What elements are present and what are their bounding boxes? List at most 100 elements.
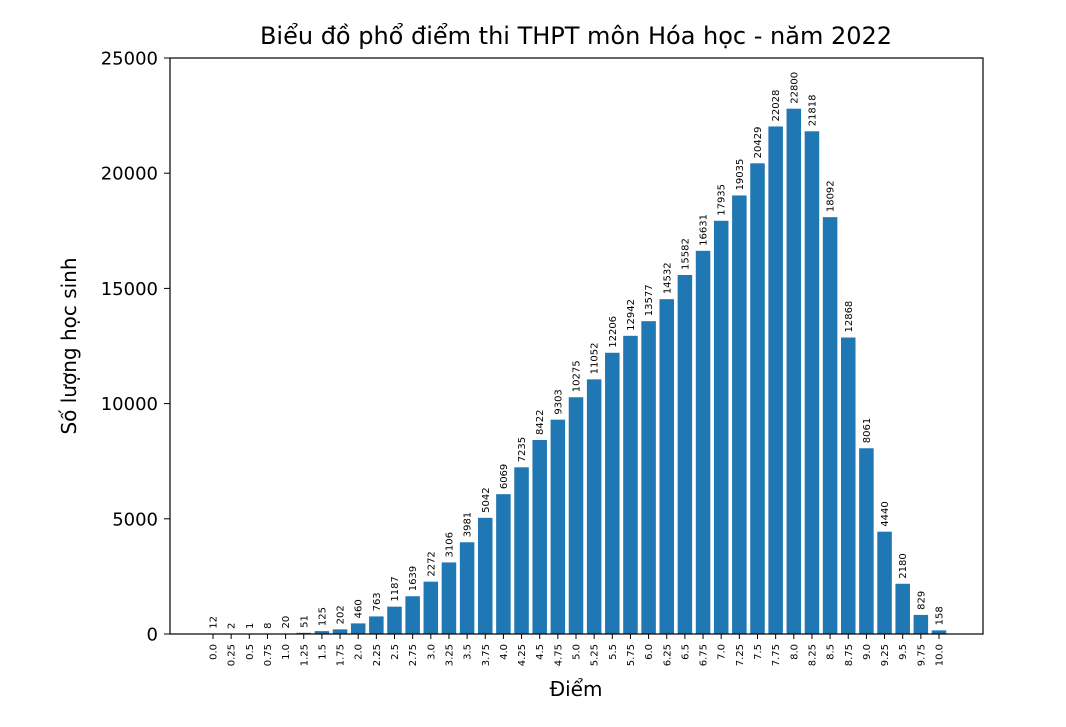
data-label-4.75: 9303 xyxy=(553,389,564,414)
bar-2.25 xyxy=(369,616,384,634)
bar-4.75 xyxy=(550,419,566,634)
data-label-7.25: 19035 xyxy=(735,159,746,191)
y-tick-label-0: 0 xyxy=(147,625,158,646)
data-label-8.25: 21818 xyxy=(807,94,818,126)
x-tick-label-9.75: 9.75 xyxy=(916,644,927,666)
bar-7.25 xyxy=(732,195,747,634)
data-label-1.75: 202 xyxy=(336,605,347,624)
bar-9.0 xyxy=(859,448,874,634)
data-label-9.5: 2180 xyxy=(898,553,909,578)
x-tick-label-1.0: 1.0 xyxy=(281,644,292,660)
bar-4.25 xyxy=(514,467,529,634)
data-label-2.25: 763 xyxy=(372,592,383,611)
y-tick-label-25000: 25000 xyxy=(101,49,158,70)
bar-6.25 xyxy=(659,299,675,634)
plot-frame xyxy=(169,57,984,635)
x-tick-label-2.25: 2.25 xyxy=(372,644,383,666)
x-tick-label-3.5: 3.5 xyxy=(463,644,474,660)
x-tick-label-8.0: 8.0 xyxy=(789,644,800,660)
data-label-2.5: 1187 xyxy=(390,576,401,601)
bar-8.5 xyxy=(822,217,838,634)
bar-2.5 xyxy=(387,606,402,634)
data-label-0.0: 12 xyxy=(209,616,220,629)
x-tick-label-6.75: 6.75 xyxy=(699,644,710,666)
bar-9.75 xyxy=(913,614,929,634)
data-label-3.5: 3981 xyxy=(463,512,474,537)
data-label-3.0: 2272 xyxy=(426,551,437,576)
data-label-6.25: 14532 xyxy=(662,262,673,294)
bar-7.5 xyxy=(750,163,765,634)
bar-6.0 xyxy=(641,321,656,634)
chart-title: Biểu đồ phổ điểm thi THPT môn Hóa học - … xyxy=(260,22,892,50)
x-ticks-group: 0.0 0.25 0.5 0.75 1.0 1.25 1.5 1.75 2.0 2.25 2.5 2.… xyxy=(209,634,946,666)
x-tick-label-3.25: 3.25 xyxy=(444,644,455,666)
data-label-6.5: 15582 xyxy=(680,238,691,270)
bar-5.25 xyxy=(586,379,602,634)
data-label-5.0: 10275 xyxy=(572,360,583,392)
y-tick-label-20000: 20000 xyxy=(101,164,158,185)
data-label-0.5: 1 xyxy=(245,623,256,629)
data-label-7.0: 17935 xyxy=(717,184,728,216)
bar-3.25 xyxy=(441,562,457,634)
data-label-6.0: 13577 xyxy=(644,284,655,316)
x-tick-label-1.25: 1.25 xyxy=(299,644,310,666)
x-tick-label-9.25: 9.25 xyxy=(880,644,891,666)
y-ticks-group: 0 5000 10000 15000 20000 25000 xyxy=(101,49,170,646)
x-tick-label-0.0: 0.0 xyxy=(209,644,220,660)
bar-2.75 xyxy=(405,596,420,634)
data-label-5.5: 12206 xyxy=(608,316,619,348)
x-tick-label-3.0: 3.0 xyxy=(426,644,437,660)
data-label-3.25: 3106 xyxy=(444,532,455,557)
bar-7.0 xyxy=(713,220,729,634)
x-tick-label-3.75: 3.75 xyxy=(481,644,492,666)
x-tick-label-2.0: 2.0 xyxy=(354,644,365,660)
y-axis-label: Số lượng học sinh xyxy=(57,257,81,434)
bar-10.0 xyxy=(931,630,947,634)
x-tick-label-9.5: 9.5 xyxy=(898,644,909,660)
data-label-4.0: 6069 xyxy=(499,464,510,489)
x-tick-label-7.0: 7.0 xyxy=(717,644,728,660)
bar-4.0 xyxy=(496,494,511,634)
bar-2.0 xyxy=(350,623,366,634)
x-tick-label-6.5: 6.5 xyxy=(680,644,691,660)
x-tick-label-4.5: 4.5 xyxy=(535,644,546,660)
data-label-5.25: 11052 xyxy=(590,343,601,375)
x-tick-label-5.75: 5.75 xyxy=(626,644,637,666)
bar-8.75 xyxy=(840,337,856,634)
x-tick-label-5.5: 5.5 xyxy=(608,644,619,660)
data-label-2.0: 460 xyxy=(354,599,365,618)
x-tick-label-8.25: 8.25 xyxy=(807,644,818,666)
data-label-2.75: 1639 xyxy=(408,566,419,591)
x-tick-label-0.25: 0.25 xyxy=(227,644,238,666)
x-tick-label-5.0: 5.0 xyxy=(572,644,583,660)
data-label-6.75: 16631 xyxy=(699,214,710,246)
data-label-8.75: 12868 xyxy=(844,301,855,333)
bar-1.75 xyxy=(332,629,348,634)
bar-7.75 xyxy=(768,126,783,634)
x-tick-label-4.25: 4.25 xyxy=(517,644,528,666)
x-tick-label-6.25: 6.25 xyxy=(662,644,673,666)
data-label-9.75: 829 xyxy=(916,591,927,610)
y-tick-label-10000: 10000 xyxy=(101,394,158,415)
bar-3.0 xyxy=(423,581,439,634)
data-label-8.0: 22800 xyxy=(789,72,800,104)
bar-3.5 xyxy=(459,542,475,634)
data-label-7.75: 22028 xyxy=(771,90,782,122)
bar-6.5 xyxy=(677,274,693,634)
data-label-5.75: 12942 xyxy=(626,299,637,331)
bar-5.75 xyxy=(623,335,638,634)
data-label-9.0: 8061 xyxy=(862,418,873,443)
data-label-0.25: 2 xyxy=(227,623,238,629)
data-label-1.25: 51 xyxy=(299,615,310,628)
x-tick-label-7.5: 7.5 xyxy=(753,644,764,660)
data-label-1.0: 20 xyxy=(281,616,292,629)
x-tick-label-2.75: 2.75 xyxy=(408,644,419,666)
x-tick-label-7.75: 7.75 xyxy=(771,644,782,666)
y-tick-label-5000: 5000 xyxy=(112,509,158,530)
x-tick-label-9.0: 9.0 xyxy=(862,644,873,660)
x-tick-label-1.5: 1.5 xyxy=(317,644,328,660)
x-tick-label-7.25: 7.25 xyxy=(735,644,746,666)
data-label-0.75: 8 xyxy=(263,622,274,628)
x-tick-label-10.0: 10.0 xyxy=(935,644,946,666)
